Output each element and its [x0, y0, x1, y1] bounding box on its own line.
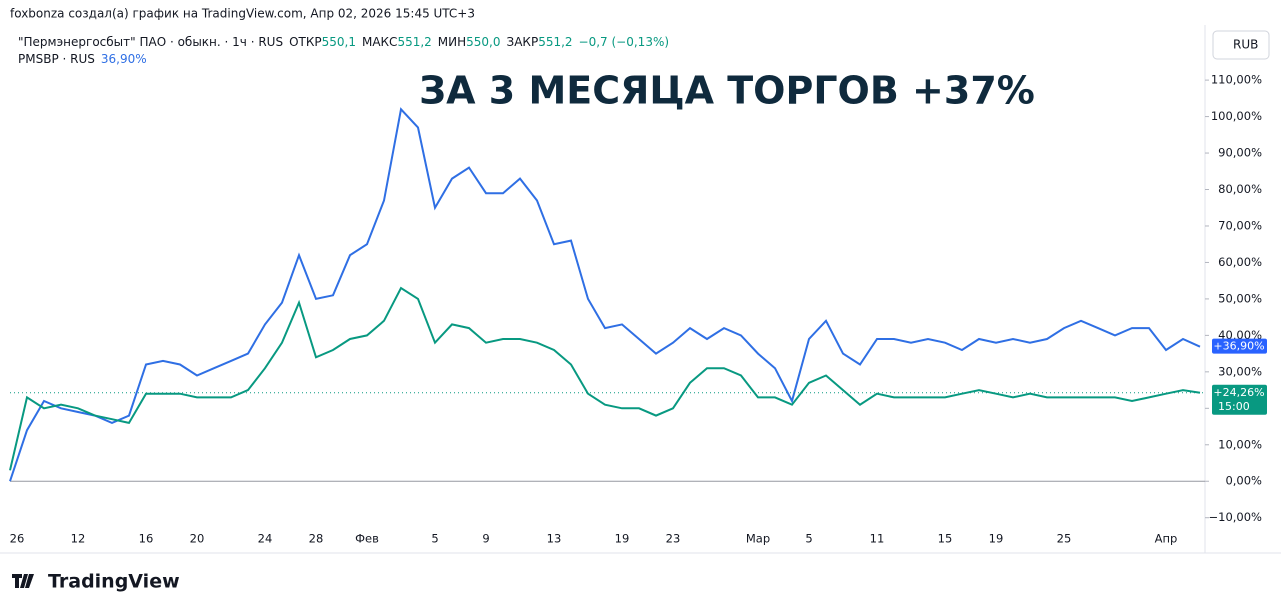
- price-badge: [1212, 384, 1267, 415]
- x-tick-label: 24: [258, 532, 273, 546]
- x-tick-label: 5: [805, 532, 812, 546]
- x-tick-label: 12: [71, 532, 86, 546]
- x-tick-label: Апр: [1155, 532, 1178, 546]
- x-tick-label: 28: [309, 532, 324, 546]
- x-tick-label: 13: [547, 532, 562, 546]
- label: МАКС: [362, 35, 397, 49]
- x-tick-label: 16: [139, 532, 154, 546]
- value: 551,2: [538, 35, 572, 49]
- currency[interactable]: RUB: [1233, 38, 1258, 52]
- series-line: [9, 107, 1201, 482]
- y-tick-label: 0,00%: [1225, 474, 1262, 488]
- x-tick-label: 19: [615, 532, 630, 546]
- x-tick-label: Фев: [355, 532, 379, 546]
- value: 551,2: [397, 35, 431, 49]
- series-line: [9, 286, 1201, 471]
- x-tick-label: 25: [1057, 532, 1072, 546]
- price-badge: [1212, 338, 1267, 354]
- compare-name: PMSBP · RUS: [18, 52, 95, 66]
- y-tick-label: −10,00%: [1209, 510, 1263, 524]
- logo-text: TradingView: [48, 571, 180, 593]
- x-tick-label: 26: [10, 532, 25, 546]
- y-tick-label: 110,00%: [1211, 73, 1262, 87]
- compare-value: 36,90%: [101, 52, 147, 66]
- y-tick-label: 10,00%: [1218, 437, 1262, 451]
- y-tick-label: 100,00%: [1211, 109, 1262, 123]
- label: МИН: [438, 35, 466, 49]
- countdown: 15:00: [1218, 400, 1250, 413]
- x-tick-label: 5: [431, 532, 438, 546]
- x-tick-label: 9: [482, 532, 489, 546]
- change: −0,7 (−0,13%): [579, 35, 670, 49]
- price-badge-label: +36,90%: [1213, 340, 1264, 353]
- value: 550,0: [466, 35, 500, 49]
- value: 550,1: [322, 35, 356, 49]
- y-tick-label: 80,00%: [1218, 182, 1262, 196]
- x-tick-label: 20: [190, 532, 205, 546]
- y-tick-label: 60,00%: [1218, 255, 1262, 269]
- x-tick-label: 11: [870, 532, 885, 546]
- label: ЗАКР: [507, 35, 539, 49]
- x-tick-label: 19: [989, 532, 1004, 546]
- symbol: "Пермэнергосбыт" ПАО · обыкн. · 1ч · RUS…: [18, 35, 669, 49]
- x-tick-label: 23: [666, 532, 681, 546]
- compare: PMSBP · RUS 36,90%: [18, 52, 147, 66]
- x-tick-label: 15: [938, 532, 953, 546]
- y-tick-label: 50,00%: [1218, 291, 1262, 305]
- price-badge-label: +24,26%: [1213, 386, 1264, 399]
- y-tick-label: 30,00%: [1218, 364, 1262, 378]
- header: foxbonza создал(а) график на TradingView…: [10, 7, 475, 21]
- y-tick-label: 90,00%: [1218, 146, 1262, 160]
- label: ОТКР: [289, 35, 322, 49]
- x-tick-label: Мар: [746, 532, 770, 546]
- chart-title: ЗА 3 МЕСЯЦА ТОРГОВ +37%: [419, 69, 1035, 113]
- y-tick-label: 70,00%: [1218, 218, 1262, 232]
- logo: TradingView: [12, 571, 180, 593]
- symbol-name: "Пермэнергосбыт" ПАО · обыкн. · 1ч · RUS: [18, 35, 283, 49]
- y-tick-label: 40,00%: [1218, 328, 1262, 342]
- currency-button[interactable]: [1212, 30, 1270, 60]
